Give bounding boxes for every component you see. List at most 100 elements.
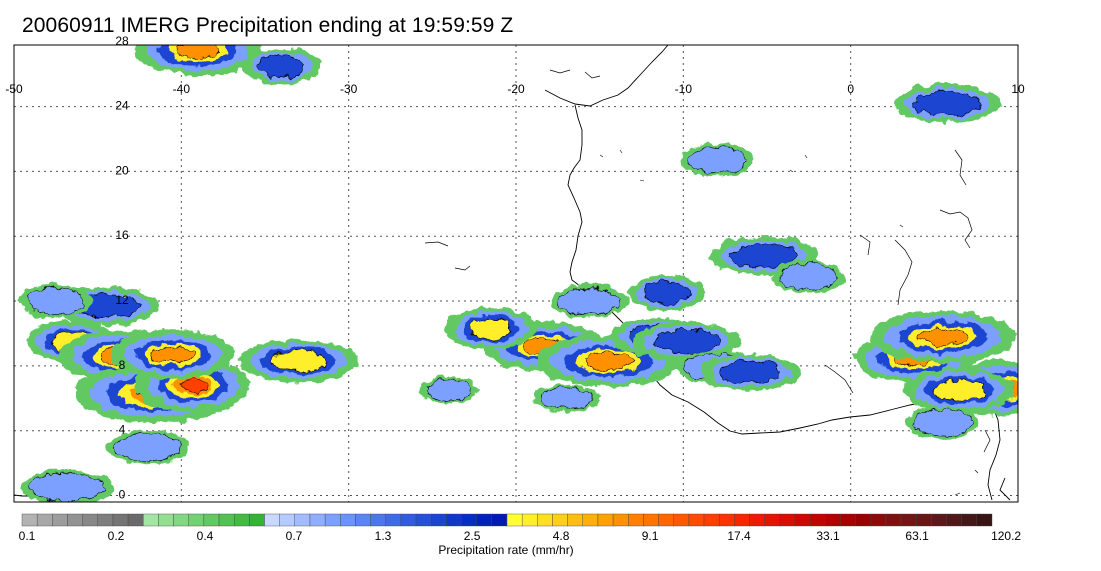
colorbar-swatch	[779, 513, 796, 527]
colorbar-swatch	[628, 513, 644, 527]
colorbar-swatch	[825, 513, 841, 527]
longitude-tick-label: -40	[173, 82, 191, 96]
precip-cell	[134, 45, 262, 76]
colorbar-swatch	[264, 513, 280, 527]
colorbar-swatch	[21, 513, 38, 527]
precip-cell	[106, 430, 190, 464]
colorbar-tick-label: 0.7	[286, 529, 303, 543]
colorbar-swatch	[900, 513, 917, 527]
gridlines	[14, 45, 1018, 502]
colorbar-swatch	[961, 513, 978, 527]
colorbar-swatch	[506, 513, 523, 527]
latitude-tick-label: 28	[115, 34, 129, 48]
latitude-tick-label: 24	[115, 99, 129, 113]
precip-cell	[111, 329, 235, 380]
colorbar-tick-labels: 0.1 0.2 0.4 0.7 1.3 2.5 4.8 9.1 17.4 33.1 63.1 120.…	[19, 529, 1022, 543]
colorbar-swatch	[916, 513, 932, 527]
colorbar-tick-label: 120.2	[991, 529, 1021, 543]
colorbar-swatch	[431, 513, 447, 527]
colorbar-swatch	[734, 513, 750, 527]
colorbar-swatch	[476, 513, 493, 527]
colorbar-tick-label: 33.1	[816, 529, 840, 543]
colorbar-swatch	[764, 513, 781, 527]
precipitation-field	[19, 45, 1018, 502]
colorbar-swatch	[309, 513, 326, 527]
colorbar-swatch	[673, 513, 690, 527]
colorbar-swatch	[127, 513, 144, 527]
precip-cell	[680, 143, 753, 177]
colorbar-swatch	[597, 513, 614, 527]
colorbar-tick-label: 2.5	[464, 529, 481, 543]
latitude-tick-label: 4	[119, 423, 126, 437]
colorbar-swatch	[173, 513, 189, 527]
colorbar	[21, 513, 993, 527]
colorbar-tick-label: 0.2	[108, 529, 125, 543]
longitude-tick-label: -20	[507, 82, 525, 96]
colorbar-swatch	[612, 513, 629, 527]
colorbar-swatch	[461, 513, 477, 527]
colorbar-swatch	[158, 513, 174, 527]
longitude-tick-label: 10	[1011, 82, 1025, 96]
colorbar-swatch	[188, 513, 205, 527]
colorbar-tick-label: 0.1	[19, 529, 36, 543]
longitude-tick-label: -30	[340, 82, 358, 96]
longitude-tick-labels: -50 -40 -30 -20 -10 0 10	[5, 82, 1025, 96]
precip-cell	[628, 274, 705, 311]
colorbar-swatch	[931, 513, 947, 527]
colorbar-swatch	[521, 513, 538, 527]
colorbar-swatch	[415, 513, 432, 527]
colorbar-swatch	[294, 513, 311, 527]
colorbar-swatch	[340, 513, 356, 527]
colorbar-swatch	[36, 513, 53, 527]
colorbar-tick-label: 1.3	[375, 529, 392, 543]
precip-cell	[699, 354, 801, 391]
precip-cell	[710, 236, 818, 275]
precip-cell	[906, 405, 979, 440]
colorbar-swatch	[749, 513, 765, 527]
colorbar-swatch	[67, 513, 83, 527]
precip-cell	[870, 310, 1016, 363]
colorbar-swatch	[855, 513, 871, 527]
precip-cell	[532, 384, 600, 412]
colorbar-swatch	[643, 513, 659, 527]
colorbar-swatch	[658, 513, 674, 527]
map-frame	[13, 44, 1019, 503]
colorbar-swatch	[203, 513, 220, 527]
latitude-tick-label: 8	[119, 358, 126, 372]
precip-cell	[243, 48, 321, 85]
lakes-and-rivers	[424, 69, 991, 453]
colorbar-swatch	[582, 513, 599, 527]
colorbar-swatch	[112, 513, 129, 527]
colorbar-swatch	[324, 513, 341, 527]
colorbar-swatch	[840, 513, 856, 527]
colorbar-swatch	[52, 513, 68, 527]
colorbar-swatch	[552, 513, 568, 527]
colorbar-swatch	[537, 513, 553, 527]
latitude-tick-label: 0	[119, 488, 126, 502]
precip-cell	[445, 307, 537, 350]
colorbar-swatch	[279, 513, 296, 527]
colorbar-swatch	[400, 513, 417, 527]
latitude-tick-labels: 28 24 20 16 12 8 4 0	[115, 34, 129, 502]
colorbar-swatch	[976, 513, 993, 527]
colorbar-swatch	[885, 513, 902, 527]
colorbar-title: Precipitation rate (mm/hr)	[438, 543, 574, 557]
map-title: 20060911 IMERG Precipitation ending at 1…	[22, 14, 514, 37]
colorbar-swatch	[249, 513, 265, 527]
precip-cell	[772, 259, 845, 294]
colorbar-swatch	[491, 513, 508, 527]
colorbar-swatch	[82, 513, 98, 527]
longitude-tick-label: 0	[847, 82, 854, 96]
colorbar-swatch	[703, 513, 720, 527]
colorbar-swatch	[567, 513, 583, 527]
colorbar-swatch	[446, 513, 462, 527]
precip-cell	[20, 470, 115, 502]
colorbar-tick-label: 17.4	[727, 529, 751, 543]
colorbar-swatch	[143, 513, 159, 527]
colorbar-swatch	[809, 513, 826, 527]
latitude-tick-label: 20	[115, 163, 129, 177]
colorbar-swatch	[385, 513, 402, 527]
colorbar-swatch	[946, 513, 962, 527]
longitude-tick-label: -10	[675, 82, 693, 96]
